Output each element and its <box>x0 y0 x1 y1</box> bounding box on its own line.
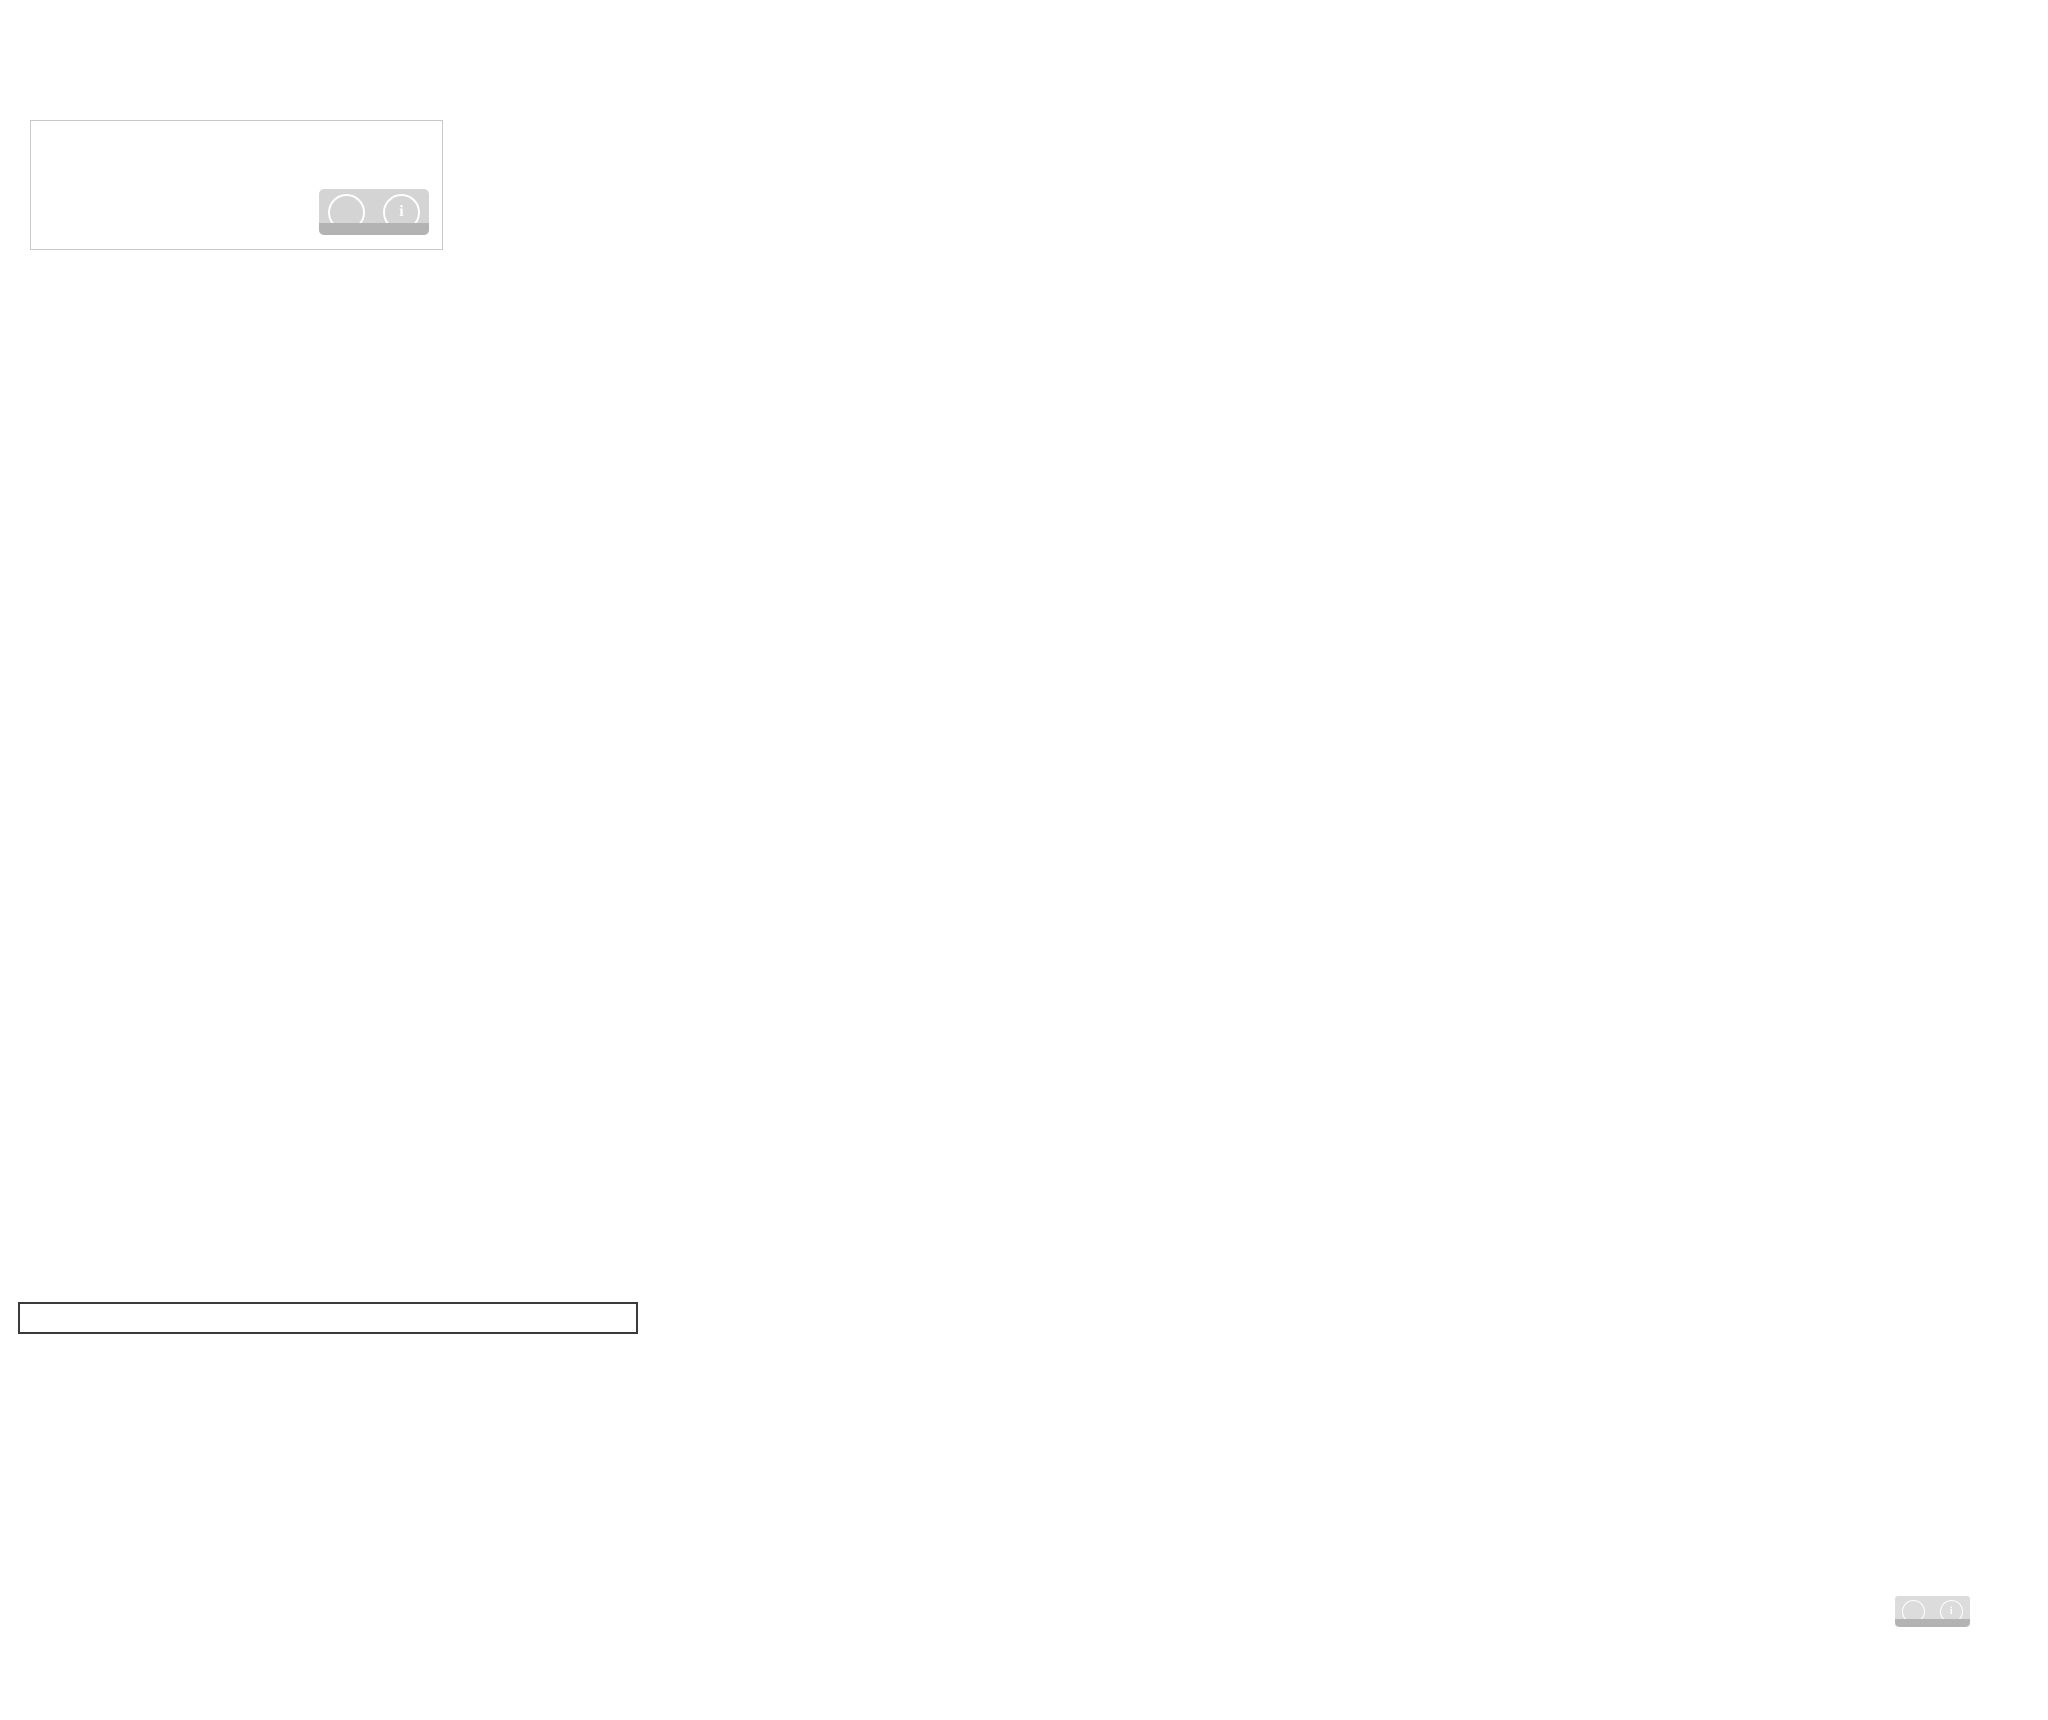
cc-by-label-2 <box>1895 1619 1970 1627</box>
three-part-pie-chart <box>885 627 1315 1057</box>
signature-cc-badge-icon: i <box>1895 1596 1970 1627</box>
creative-commons-badge-icon: i <box>319 189 429 235</box>
notes-box <box>18 1302 638 1334</box>
cc-by-label <box>319 223 429 235</box>
credit-box: i <box>30 120 443 250</box>
